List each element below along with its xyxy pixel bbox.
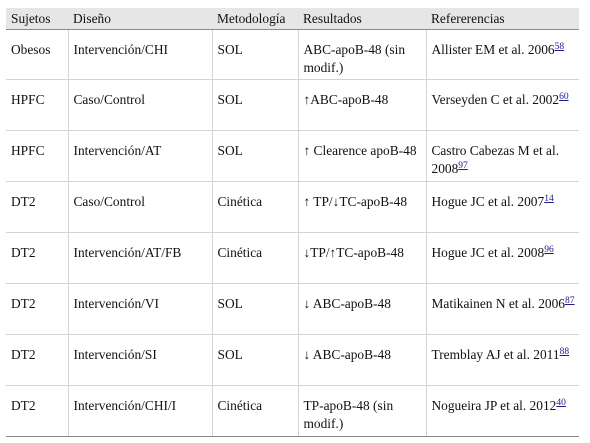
cell-diseno: Intervención/SI [67, 334, 212, 386]
reference-text: Verseyden C et al. 2002 [431, 91, 560, 107]
reference-text: Allister EM et al. 2006 [431, 41, 555, 57]
study-table: Sujetos Diseño Metodología Resultados Re… [6, 8, 579, 437]
table-row: HPFC Caso/Control SOL ↑ABC-apoB-48 Verseyden… [6, 79, 579, 131]
cell-sujetos: Obesos [6, 29, 68, 80]
cell-referencia: Hogue JC et al. 200896 [425, 232, 579, 284]
cell-resultados: ↓ ABC-apoB-48 [297, 334, 426, 386]
cell-sujetos: HPFC [6, 130, 68, 182]
reference-link[interactable]: 87 [565, 295, 575, 306]
cell-referencia: Tremblay AJ et al. 201188 [425, 334, 579, 386]
reference-text: Hogue JC et al. 2007 [431, 193, 545, 209]
cell-referencia: Hogue JC et al. 200714 [425, 181, 579, 233]
cell-resultados: ↑ TP/↓TC-apoB-48 [297, 181, 426, 233]
cell-resultados: ↑ Clearence apoB-48 [297, 130, 426, 182]
table-row: DT2 Intervención/CHI/I Cinética TP-apoB-48 … [6, 385, 579, 437]
cell-metodologia: Cinética [211, 232, 298, 284]
reference-link[interactable]: 14 [544, 193, 554, 204]
table-row: DT2 Caso/Control Cinética ↑ TP/↓TC-apoB-48 H… [6, 181, 579, 233]
header-metodologia: Metodología [212, 8, 298, 30]
cell-resultados: TP-apoB-48 (sin modif.) [297, 385, 426, 437]
header-referencias: Refererencias [426, 8, 579, 30]
cell-metodologia: Cinética [211, 181, 298, 233]
table-row: Obesos Intervención/CHI SOL ABC-apoB-48 (si… [6, 29, 579, 80]
cell-referencia: Verseyden C et al. 200260 [425, 79, 579, 131]
cell-referencia: Castro Cabezas M et al. 200897 [425, 130, 579, 182]
header-sujetos: Sujetos [6, 8, 68, 30]
cell-diseno: Intervención/AT/FB [67, 232, 212, 284]
reference-text: Nogueira JP et al. 2012 [431, 397, 557, 413]
cell-sujetos: DT2 [6, 181, 68, 233]
reference-text: Hogue JC et al. 2008 [431, 244, 545, 260]
cell-metodologia: SOL [211, 29, 298, 80]
cell-referencia: Allister EM et al. 200658 [425, 29, 579, 80]
cell-sujetos: DT2 [6, 385, 68, 437]
cell-metodologia: SOL [211, 334, 298, 386]
table-header: Sujetos Diseño Metodología Resultados Re… [6, 8, 579, 30]
cell-sujetos: DT2 [6, 283, 68, 335]
reference-text: Castro Cabezas M et al. 2008 [431, 142, 560, 176]
cell-sujetos: DT2 [6, 232, 68, 284]
header-row: Sujetos Diseño Metodología Resultados Re… [6, 8, 579, 30]
table-row: DT2 Intervención/VI SOL ↓ ABC-apoB-48 Matika… [6, 283, 579, 335]
cell-diseno: Intervención/AT [67, 130, 212, 182]
cell-metodologia: Cinética [211, 385, 298, 437]
header-resultados: Resultados [298, 8, 426, 30]
reference-link[interactable]: 60 [559, 91, 569, 102]
reference-link[interactable]: 88 [559, 346, 570, 357]
cell-metodologia: SOL [211, 130, 298, 182]
cell-referencia: Matikainen N et al. 200687 [425, 283, 579, 335]
cell-resultados: ↓ ABC-apoB-48 [297, 283, 426, 335]
cell-metodologia: SOL [211, 79, 298, 131]
cell-sujetos: DT2 [6, 334, 68, 386]
table-row: HPFC Intervención/AT SOL ↑ Clearence apoB-4… [6, 130, 579, 182]
reference-link[interactable]: 58 [554, 41, 565, 52]
reference-link[interactable]: 97 [458, 160, 468, 171]
cell-diseno: Intervención/CHI/I [67, 385, 212, 437]
cell-diseno: Caso/Control [67, 181, 212, 233]
cell-resultados: ABC-apoB-48 (sin modif.) [297, 29, 426, 80]
cell-resultados: ↑ABC-apoB-48 [297, 79, 426, 131]
table-row: DT2 Intervención/SI SOL ↓ ABC-apoB-48 Trembl… [6, 334, 579, 386]
cell-metodologia: SOL [211, 283, 298, 335]
table-row: DT2 Intervención/AT/FB Cinética ↓TP/↑TC-apo… [6, 232, 579, 284]
reference-link[interactable]: 96 [544, 244, 554, 255]
reference-link[interactable]: 40 [556, 397, 566, 408]
cell-sujetos: HPFC [6, 79, 68, 131]
reference-text: Matikainen N et al. 2006 [431, 295, 566, 311]
cell-diseno: Caso/Control [67, 79, 212, 131]
cell-diseno: Intervención/CHI [67, 29, 212, 80]
cell-diseno: Intervención/VI [67, 283, 212, 335]
table-body: Obesos Intervención/CHI SOL ABC-apoB-48 (si… [6, 29, 579, 437]
cell-resultados: ↓TP/↑TC-apoB-48 [297, 232, 426, 284]
header-diseno: Diseño [68, 8, 212, 30]
cell-referencia: Nogueira JP et al. 201240 [425, 385, 579, 437]
reference-text: Tremblay AJ et al. 2011 [431, 346, 560, 362]
